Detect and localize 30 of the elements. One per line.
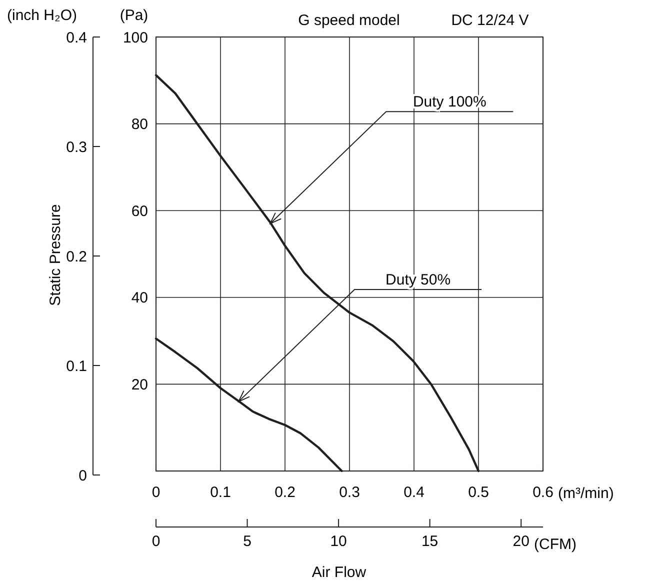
chart-title: G speed model: [298, 12, 400, 29]
x-tick-label: 0.2: [274, 484, 296, 501]
y2-tick-label: 0.4: [66, 29, 87, 46]
y2-tick-label: 0: [78, 467, 87, 484]
x2-tick-label: 15: [421, 533, 438, 550]
x-tick-label: 0.4: [404, 484, 424, 501]
y2-tick-label: 0.3: [66, 138, 87, 156]
y2-axis-title: Static Pressure: [47, 204, 64, 306]
x2-tick-label: 20: [512, 533, 530, 550]
x-tick-label: 0.3: [339, 484, 360, 501]
x2-tick-label: 5: [243, 533, 252, 550]
x-tick-label: 0.6: [532, 484, 554, 501]
y-tick-label: 100: [122, 29, 148, 46]
text: (CFM): [534, 536, 576, 553]
x-axis-title: Air Flow: [312, 564, 366, 581]
x-tick-label: 0: [152, 484, 160, 501]
y-tick-label: 80: [131, 116, 148, 134]
text: (m³/min): [558, 485, 614, 502]
x-tick-label: 0.1: [210, 484, 231, 501]
y2-tick-label: 0.2: [66, 248, 87, 266]
x-tick-label: 0.5: [468, 484, 489, 501]
y-tick-label: 20: [131, 376, 148, 394]
y-tick-label: 60: [131, 202, 148, 220]
y-tick-label: 40: [131, 290, 148, 307]
text: (inch H₂O): [7, 7, 77, 24]
x2-tick-label: 10: [330, 533, 347, 550]
text: (Pa): [120, 7, 148, 24]
x2-tick-label: 0: [152, 533, 160, 550]
y2-tick-label: 0.1: [66, 358, 87, 375]
chart-subtitle: DC 12/24 V: [451, 12, 529, 29]
